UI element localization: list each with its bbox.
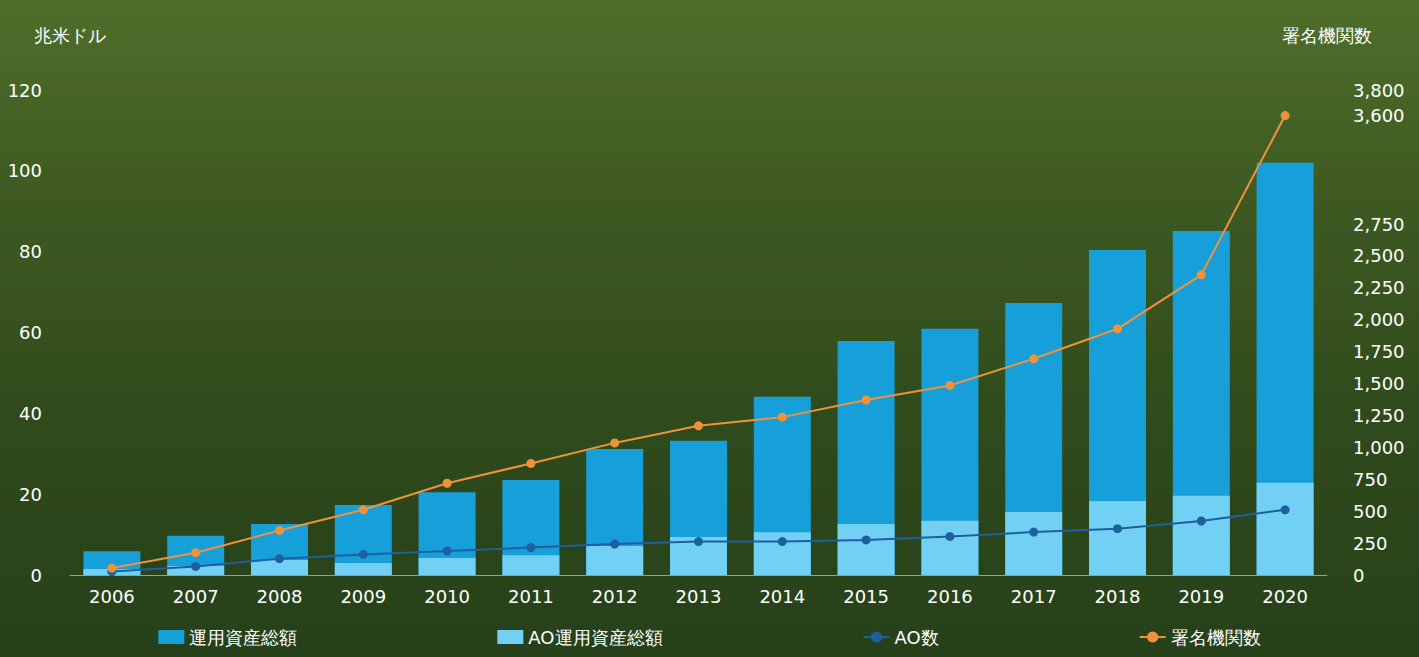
svg-text:2013: 2013 <box>676 586 722 607</box>
svg-text:40: 40 <box>19 403 42 424</box>
svg-text:3,600: 3,600 <box>1353 105 1405 126</box>
svg-text:2,750: 2,750 <box>1353 214 1405 235</box>
svg-text:2014: 2014 <box>759 586 805 607</box>
svg-text:AO数: AO数 <box>895 627 939 648</box>
svg-text:1,500: 1,500 <box>1353 373 1405 394</box>
svg-text:2011: 2011 <box>508 586 554 607</box>
svg-text:1,250: 1,250 <box>1353 405 1405 426</box>
svg-text:0: 0 <box>31 565 42 586</box>
svg-text:500: 500 <box>1353 501 1387 522</box>
svg-text:80: 80 <box>19 241 42 262</box>
svg-text:2020: 2020 <box>1262 586 1308 607</box>
svg-text:20: 20 <box>19 484 42 505</box>
svg-text:120: 120 <box>8 80 42 101</box>
svg-text:2010: 2010 <box>424 586 470 607</box>
svg-text:2012: 2012 <box>592 586 638 607</box>
svg-text:2018: 2018 <box>1095 586 1141 607</box>
svg-text:2007: 2007 <box>173 586 219 607</box>
svg-text:2019: 2019 <box>1178 586 1224 607</box>
svg-text:2,250: 2,250 <box>1353 277 1405 298</box>
svg-text:100: 100 <box>8 160 42 181</box>
svg-text:2006: 2006 <box>89 586 135 607</box>
svg-text:2017: 2017 <box>1011 586 1057 607</box>
svg-text:1,750: 1,750 <box>1353 341 1405 362</box>
svg-text:750: 750 <box>1353 469 1387 490</box>
svg-text:250: 250 <box>1353 533 1387 554</box>
svg-text:AO運用資産総額: AO運用資産総額 <box>528 627 662 648</box>
svg-text:2,000: 2,000 <box>1353 309 1405 330</box>
svg-text:60: 60 <box>19 322 42 343</box>
svg-text:2,500: 2,500 <box>1353 245 1405 266</box>
svg-text:3,800: 3,800 <box>1353 80 1405 101</box>
svg-text:0: 0 <box>1353 565 1364 586</box>
svg-text:1,000: 1,000 <box>1353 437 1405 458</box>
svg-text:2016: 2016 <box>927 586 973 607</box>
svg-text:署名機関数: 署名機関数 <box>1171 627 1261 648</box>
svg-text:兆米ドル: 兆米ドル <box>34 25 106 46</box>
svg-text:2009: 2009 <box>340 586 386 607</box>
svg-text:2008: 2008 <box>257 586 303 607</box>
svg-text:2015: 2015 <box>843 586 889 607</box>
svg-text:署名機関数: 署名機関数 <box>1282 25 1372 46</box>
svg-text:運用資産総額: 運用資産総額 <box>189 627 297 648</box>
